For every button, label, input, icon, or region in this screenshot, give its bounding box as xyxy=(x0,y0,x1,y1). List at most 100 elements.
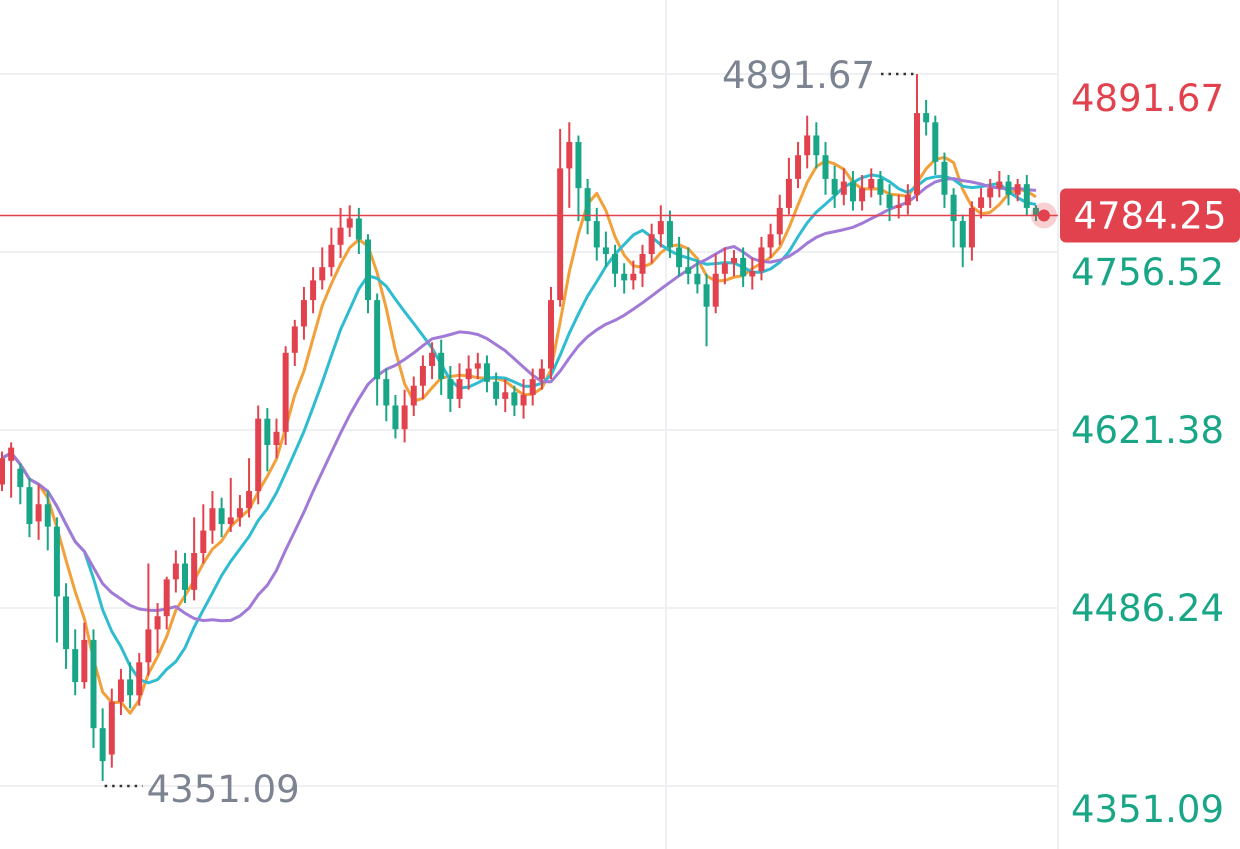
y-axis-labels: 4891.67 4756.52 4621.38 4486.24 4351.09 xyxy=(1071,77,1224,831)
candle-body xyxy=(712,273,719,307)
candle-up xyxy=(108,688,115,768)
high-marker-label: 4891.67 xyxy=(722,54,875,97)
candle-body xyxy=(538,368,545,380)
candle-body xyxy=(914,113,920,195)
candle-body xyxy=(996,181,1003,189)
candle-body xyxy=(374,300,381,380)
candle-up xyxy=(319,247,326,290)
candle-body xyxy=(136,662,143,696)
candle-down xyxy=(17,463,24,505)
current-price-label: 4784.25 xyxy=(1073,194,1226,237)
candle-down xyxy=(676,236,683,277)
candle-down xyxy=(666,210,673,258)
candle-up xyxy=(300,286,307,340)
candle-down xyxy=(63,583,70,669)
y-axis-label-high: 4891.67 xyxy=(1071,77,1224,120)
candle-body xyxy=(822,155,829,179)
candle-body xyxy=(236,508,243,518)
candle-body xyxy=(465,368,472,380)
candle-down xyxy=(822,142,829,195)
candle-body xyxy=(365,239,371,301)
candle-body xyxy=(502,392,509,399)
candle-body xyxy=(694,273,701,285)
candle-down xyxy=(932,115,939,175)
candle-up xyxy=(785,157,792,215)
candle-up xyxy=(282,346,289,445)
candle-up xyxy=(968,201,975,261)
candle-body xyxy=(584,188,591,222)
candle-down xyxy=(584,178,591,235)
candle-body xyxy=(410,385,417,406)
candle-down xyxy=(575,135,582,222)
candle-down xyxy=(593,207,600,261)
candle-up xyxy=(648,223,655,264)
candle-up xyxy=(776,194,783,245)
candle-body xyxy=(511,392,518,406)
candle-body xyxy=(145,629,152,663)
y-axis-label: 4486.24 xyxy=(1071,587,1224,630)
candle-up xyxy=(8,442,15,498)
y-axis-label: 4351.09 xyxy=(1071,788,1224,831)
candle-body xyxy=(548,300,554,369)
grid-lines xyxy=(0,0,1059,849)
candle-body xyxy=(392,405,399,430)
candle-up xyxy=(145,563,152,676)
candle-up xyxy=(0,451,5,492)
candle-body xyxy=(1005,181,1012,195)
candle-up xyxy=(163,576,170,630)
candle-body xyxy=(612,254,619,274)
candle-down xyxy=(483,355,490,393)
candle-down xyxy=(941,152,948,208)
candle-body xyxy=(868,178,875,189)
candle-body xyxy=(557,168,564,301)
candle-down xyxy=(950,188,957,248)
candle-body xyxy=(703,284,710,307)
candle-up xyxy=(502,379,509,413)
candle-up xyxy=(337,207,344,258)
candle-down xyxy=(383,368,390,422)
candle-down xyxy=(365,234,371,314)
candle-up xyxy=(154,603,161,654)
candle-down xyxy=(703,273,710,347)
candle-body xyxy=(978,197,985,208)
candle-body xyxy=(26,487,33,525)
candle-up xyxy=(191,517,198,601)
candle-up xyxy=(1014,178,1021,202)
candle-body xyxy=(81,639,88,683)
candle-down xyxy=(602,231,609,268)
candle-up xyxy=(914,74,920,202)
candle-body xyxy=(630,273,637,281)
candle-body xyxy=(319,267,326,281)
y-axis-label: 4756.52 xyxy=(1071,251,1224,294)
candle-down xyxy=(182,552,188,604)
candle-body xyxy=(648,234,655,255)
candle-body xyxy=(273,431,280,445)
candle-up xyxy=(236,495,243,527)
candle-body xyxy=(859,188,866,202)
candle-up xyxy=(246,458,253,518)
candle-down xyxy=(612,244,619,287)
candle-down xyxy=(694,260,701,294)
candle-body xyxy=(923,113,930,123)
candle-body xyxy=(941,161,948,195)
candle-up xyxy=(529,368,536,406)
candle-body xyxy=(337,227,344,245)
candle-down xyxy=(53,517,60,643)
candle-up xyxy=(291,319,298,366)
low-marker-label: 4351.09 xyxy=(147,768,300,811)
candle-up xyxy=(35,484,42,540)
candle-up xyxy=(419,355,426,399)
candle-up xyxy=(868,168,875,198)
candle-body xyxy=(950,194,957,222)
candle-body xyxy=(904,194,911,206)
candle-up xyxy=(474,352,481,380)
candle-body xyxy=(932,122,939,162)
candle-down xyxy=(44,491,51,551)
candle-down xyxy=(1023,174,1030,216)
candle-body xyxy=(90,639,97,729)
candle-body xyxy=(785,178,792,208)
candle-up xyxy=(81,622,88,689)
candle-body xyxy=(1032,207,1039,216)
candle-up xyxy=(566,122,573,208)
